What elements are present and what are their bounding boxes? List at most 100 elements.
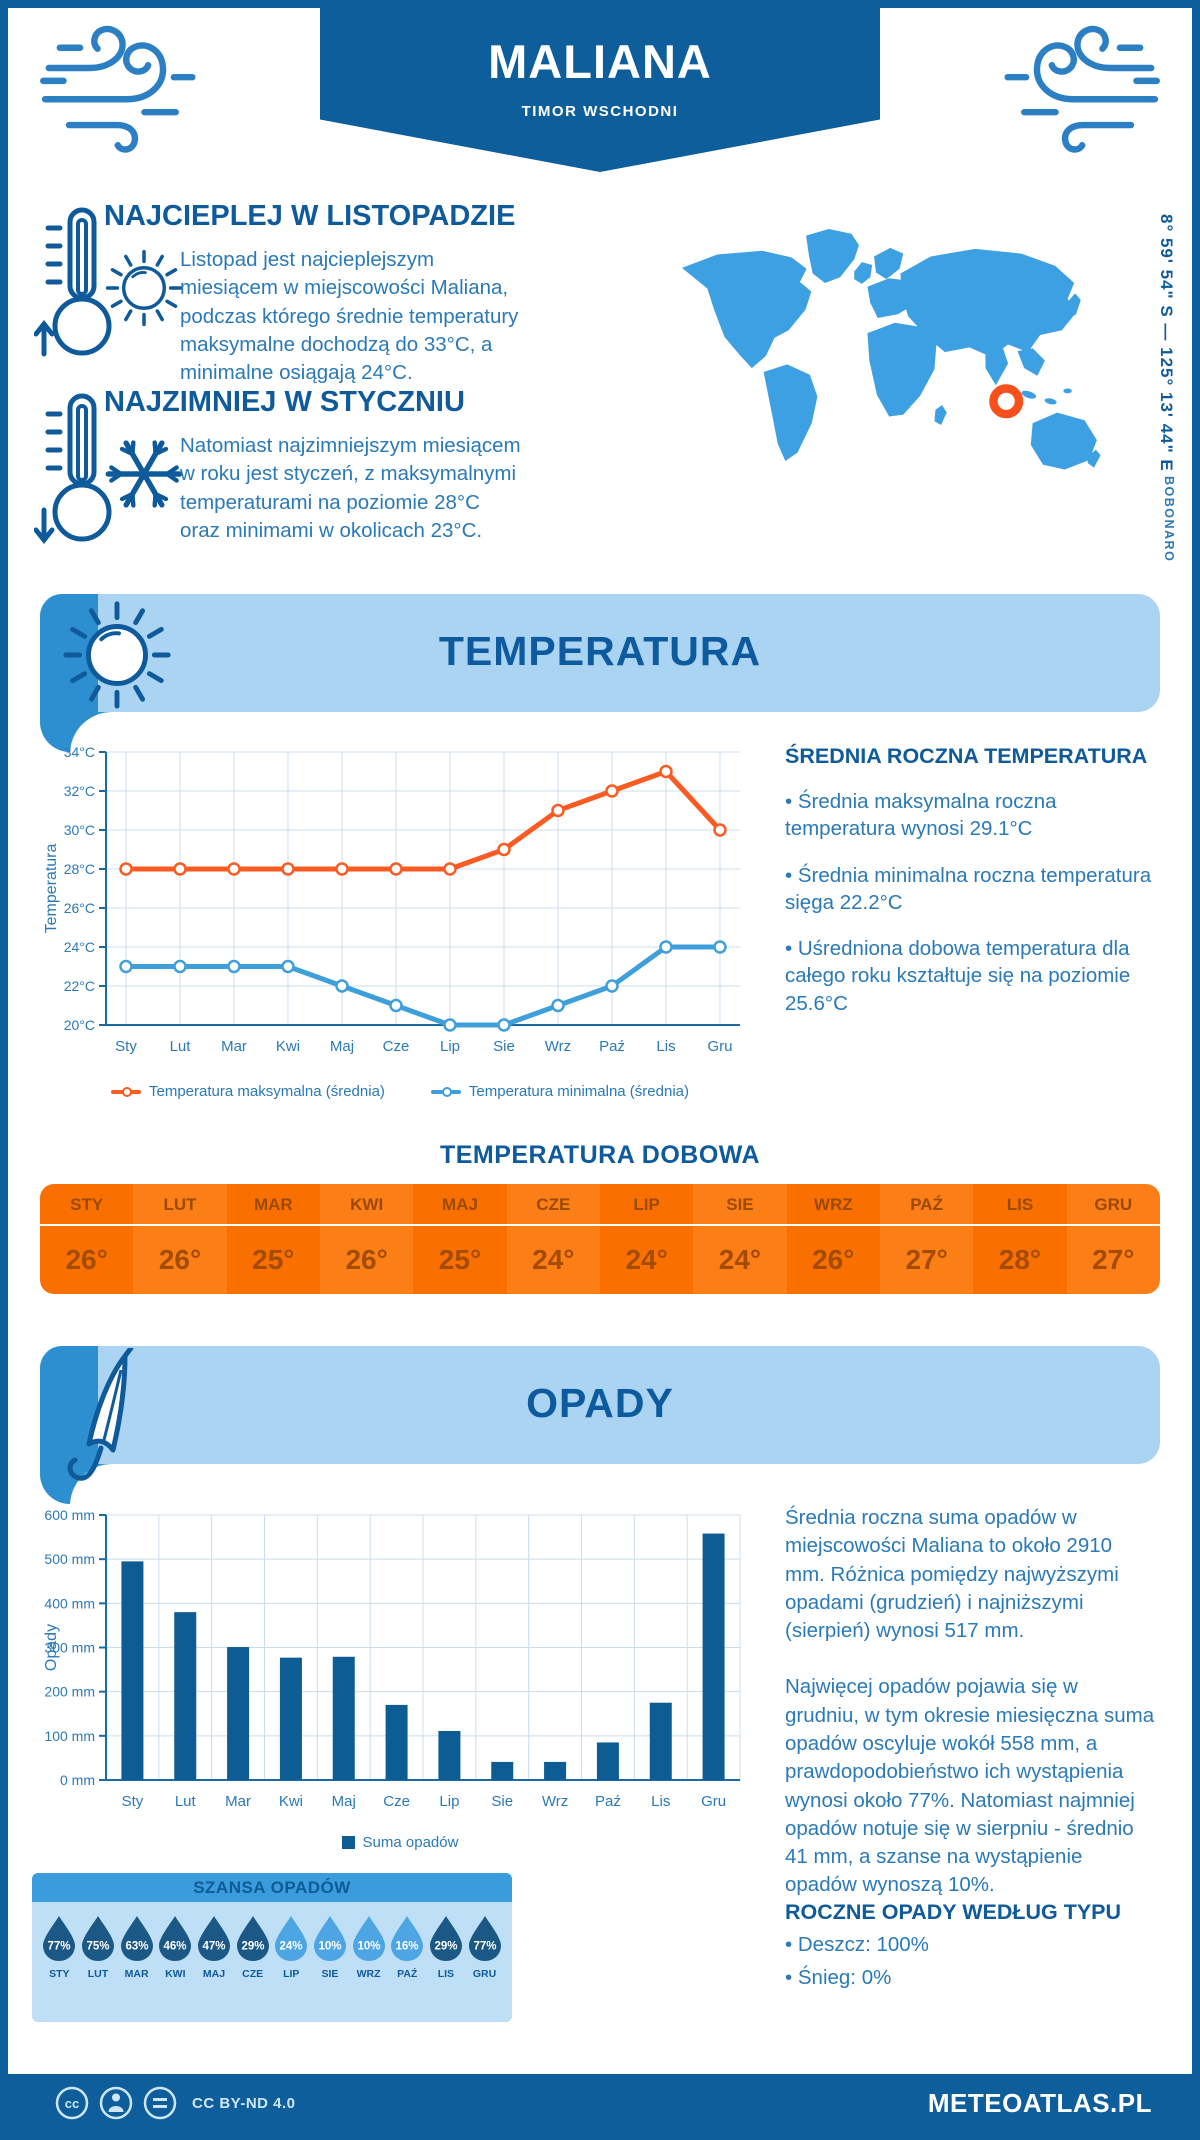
daily-table-column: CZE 24°: [506, 1184, 600, 1294]
svg-text:Cze: Cze: [383, 1793, 410, 1810]
daily-table-column: SIE 24°: [693, 1184, 787, 1294]
rain-drop: 47% MAJ: [196, 1915, 232, 2022]
precipitation-text-panel: Średnia roczna suma opadów w miejscowośc…: [785, 1504, 1157, 1928]
legend-min-label: Temperatura minimalna (średnia): [468, 1083, 689, 1100]
droplet-month-label: CZE: [242, 1968, 264, 1980]
droplet-icon: 75%: [81, 1916, 114, 1961]
daily-table-column: MAR 25°: [226, 1184, 320, 1294]
legend-item-max: Temperatura maksymalna (średnia): [110, 1083, 385, 1100]
daily-temperature-value: 26°: [65, 1244, 108, 1275]
daily-table-column: PAŹ 27°: [879, 1184, 974, 1294]
legend-max-marker: [110, 1086, 141, 1097]
rain-drop: 29% CZE: [235, 1915, 271, 2022]
legend-item-sum: Suma opadów: [341, 1834, 458, 1851]
svg-text:Sie: Sie: [493, 1038, 515, 1055]
daily-month-header: STY: [40, 1184, 134, 1226]
daily-table-column: MAJ 25°: [413, 1184, 507, 1294]
svg-text:26°C: 26°C: [64, 900, 95, 916]
droplet-month-label: STY: [49, 1968, 70, 1980]
svg-text:Sie: Sie: [491, 1793, 513, 1810]
svg-text:77%: 77%: [48, 1941, 71, 1953]
legend-max-label: Temperatura maksymalna (średnia): [148, 1083, 385, 1100]
droplet-month-label: LIS: [437, 1968, 455, 1980]
svg-text:500 mm: 500 mm: [44, 1551, 95, 1567]
daily-table-column: LIS 28°: [973, 1184, 1067, 1294]
rain-drop: 63% MAR: [119, 1915, 155, 2022]
annual-bullet: • Uśredniona dobowa temperatura dla całe…: [785, 937, 1131, 1015]
daily-temperature-value: 27°: [1092, 1244, 1135, 1275]
svg-text:Lis: Lis: [656, 1038, 675, 1055]
precipitation-types-bullets: • Deszcz: 100% • Śnieg: 0%: [785, 1931, 1157, 1992]
sun-icon: [63, 601, 171, 709]
svg-text:Lut: Lut: [170, 1038, 192, 1055]
droplet-month-label: WRZ: [356, 1968, 381, 1980]
precipitation-section-title: OPADY: [526, 1380, 674, 1426]
droplet-icon: 63%: [120, 1916, 153, 1961]
daily-table-column: WRZ 26°: [786, 1184, 880, 1294]
svg-text:24%: 24%: [280, 1941, 303, 1953]
cold-highlight: NAJZIMNIEJ W STYCZNIU Natomiast najzimni…: [8, 386, 628, 566]
legend-min-marker: [430, 1086, 461, 1097]
precipitation-type-bullet: • Deszcz: 100%: [785, 1933, 929, 1956]
svg-text:cc: cc: [65, 2096, 79, 2111]
daily-table-column: KWI 26°: [319, 1184, 414, 1294]
daily-table-column: GRU 27°: [1066, 1184, 1160, 1294]
license-label: CC BY-ND 4.0: [192, 2094, 296, 2112]
svg-text:Opady: Opady: [43, 1624, 60, 1671]
daily-table-column: LUT 26°: [133, 1184, 227, 1294]
cc-icon: cc: [55, 2086, 89, 2120]
droplet-month-label: KWI: [165, 1968, 186, 1980]
svg-text:300 mm: 300 mm: [44, 1640, 95, 1656]
precipitation-paragraph: Najwięcej opadów pojawia się w grudniu, …: [785, 1675, 1155, 1897]
annual-temperature-bullets: • Średnia maksymalna roczna temperatura …: [785, 788, 1157, 1017]
attribution-person-icon: [99, 2086, 133, 2120]
map-marker: [989, 384, 1024, 419]
daily-temperature-title: TEMPERATURA DOBOWA: [439, 1141, 761, 1169]
svg-text:Maj: Maj: [330, 1038, 354, 1055]
droplet-month-label: LUT: [87, 1968, 109, 1980]
droplet-month-label: MAJ: [202, 1968, 226, 1980]
daily-month-header: MAJ: [413, 1184, 507, 1226]
rain-drop: 77% GRU: [467, 1915, 503, 2022]
chance-of-rain-title: SZANSA OPADÓW: [32, 1873, 512, 1902]
temperature-line-chart: 20°C 22°C 24°C 26°C 28°C 30°C 32°C 34°C Sty Lut Ma…: [43, 744, 740, 1055]
header-banner: MALIANA TIMOR WSCHODNI: [320, 8, 880, 172]
droplet-month-label: MAR: [124, 1968, 149, 1980]
svg-text:Wrz: Wrz: [542, 1793, 568, 1810]
droplet-month-label: GRU: [472, 1968, 497, 1980]
svg-text:Sty: Sty: [122, 1793, 144, 1810]
cold-text: Natomiast najzimniejszym miesiącem w rok…: [180, 434, 521, 542]
daily-table-column: LIP 24°: [599, 1184, 694, 1294]
droplet-month-label: LIP: [283, 1968, 300, 1980]
region-text: BOBONARO: [1162, 475, 1176, 563]
svg-text:16%: 16%: [396, 1941, 419, 1953]
umbrella-icon: [67, 1348, 134, 1481]
annual-bullet: • Średnia maksymalna roczna temperatura …: [785, 790, 1057, 841]
daily-month-header: LUT: [133, 1184, 227, 1226]
svg-text:30°C: 30°C: [64, 822, 95, 838]
legend-sum-marker: [341, 1836, 355, 1849]
daily-month-header: LIS: [973, 1184, 1067, 1226]
svg-text:Sty: Sty: [115, 1038, 137, 1055]
page-title: MALIANA: [488, 35, 712, 88]
svg-text:29%: 29%: [241, 1941, 264, 1953]
cc-license-icons: cc: [54, 2085, 178, 2121]
annual-temperature-panel: ŚREDNIA ROCZNA TEMPERATURA • Średnia mak…: [785, 744, 1157, 1017]
coordinates-text: 8° 59' 54" S — 125° 13' 44" E: [1157, 214, 1176, 472]
precipitation-type-bullet: • Śnieg: 0%: [785, 1966, 892, 1990]
rain-drop: 16% PAŹ: [389, 1915, 425, 2022]
svg-text:Kwi: Kwi: [279, 1793, 303, 1810]
svg-text:Mar: Mar: [221, 1038, 247, 1055]
warm-highlight: NAJCIEPLEJ W LISTOPADZIE Listopad jest n…: [8, 200, 628, 384]
daily-table-column: STY 26°: [40, 1184, 134, 1294]
daily-temperature-value: 26°: [812, 1244, 855, 1275]
droplet-icon: 29%: [236, 1916, 269, 1961]
svg-text:100 mm: 100 mm: [44, 1728, 95, 1744]
svg-text:Mar: Mar: [225, 1793, 251, 1810]
droplet-icon: 29%: [429, 1916, 462, 1961]
no-derivatives-icon: [143, 2086, 177, 2120]
svg-text:Lut: Lut: [175, 1793, 197, 1810]
daily-temperature-value: 24°: [532, 1244, 575, 1275]
world-map: [681, 228, 1101, 470]
